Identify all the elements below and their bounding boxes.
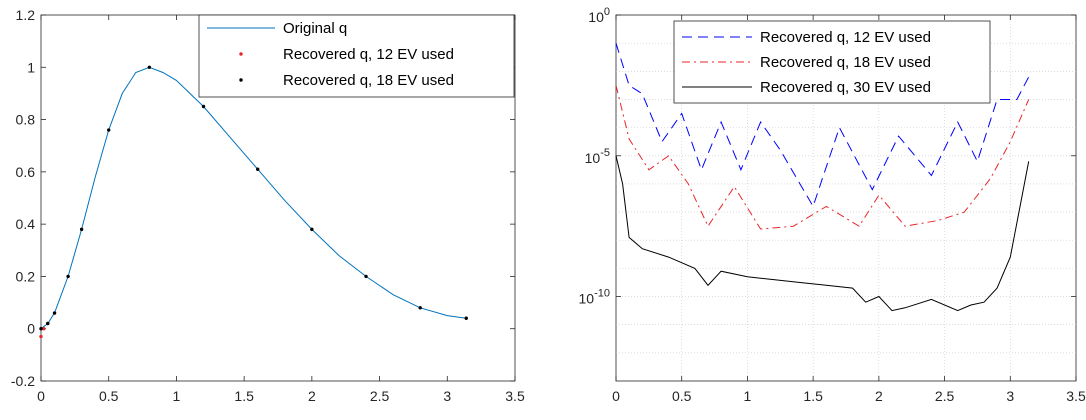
x-tick-label: 1.5 — [803, 388, 823, 404]
x-tick-label: 3.5 — [1066, 388, 1086, 404]
left-axis-ticks: 0 0.5 1 1.5 2 2.5 3 3.5-0.200.20.40.60.811.2 — [11, 7, 525, 404]
x-tick-label: 0.5 — [672, 388, 692, 404]
legend-box — [198, 14, 515, 98]
x-tick-label: 3.5 — [505, 388, 525, 404]
x-tick-label: 1.5 — [234, 388, 254, 404]
y-tick-label: 0.8 — [16, 112, 36, 128]
series-line-2 — [615, 155, 1030, 312]
series-point-1 — [39, 334, 43, 339]
legend-label-0: Recovered q, 12 EV used — [760, 29, 931, 46]
series-point-2 — [364, 274, 368, 279]
series-point-2 — [79, 227, 84, 232]
x-tick-label: 0 — [612, 388, 620, 404]
series-point-1 — [42, 327, 46, 331]
x-tick-label: 3 — [443, 388, 451, 404]
series-line-0 — [615, 43, 1030, 208]
right-series-group — [615, 43, 1030, 312]
y-tick-exponent: 0 — [604, 6, 610, 18]
series-point-2 — [66, 274, 70, 279]
y-tick-base: 10 — [579, 291, 595, 307]
series-line-original-q — [40, 66, 467, 330]
left-legend: Original q Recovered q, 12 EV used Recover… — [198, 14, 515, 98]
y-tick-label: 0.4 — [16, 216, 36, 232]
series-point-2 — [147, 65, 152, 69]
series-point-2 — [52, 311, 57, 315]
series-point-2 — [255, 167, 260, 171]
y-tick-label: 0 — [27, 321, 35, 337]
y-tick-exponent: -10 — [594, 288, 610, 300]
series-point-2 — [201, 104, 206, 109]
legend-label-2: Recovered q, 30 EV used — [760, 79, 931, 96]
x-tick-label: 1 — [173, 388, 181, 404]
legend-label-2: Recovered q, 18 EV used — [283, 72, 454, 89]
y-tick-label: 10-10 — [579, 288, 610, 307]
y-tick-label: 0.6 — [16, 164, 36, 180]
series-point-2 — [107, 128, 111, 132]
y-tick-label: 100 — [588, 6, 610, 25]
legend-marker-2 — [239, 78, 243, 82]
legend-marker-1 — [239, 52, 243, 56]
y-tick-label: 1 — [27, 59, 35, 75]
series-line-1 — [615, 85, 1030, 230]
series-point-2 — [310, 227, 314, 232]
legend-label-1: Recovered q, 18 EV used — [760, 54, 931, 71]
left-series-group — [39, 65, 468, 339]
series-point-2 — [39, 327, 43, 331]
series-point-2 — [464, 316, 468, 320]
x-tick-label: 3 — [1006, 388, 1014, 404]
right-legend: Recovered q, 12 EV used Recovered q, 18 E… — [673, 20, 991, 104]
y-tick-exponent: -5 — [600, 147, 610, 159]
x-tick-label: 2 — [875, 388, 883, 404]
series-point-2 — [418, 306, 422, 310]
y-tick-base: 10 — [585, 150, 601, 166]
x-tick-label: 2.5 — [370, 388, 390, 404]
x-tick-label: 1 — [744, 388, 752, 404]
y-tick-base: 10 — [588, 9, 604, 25]
x-tick-label: 0 — [37, 388, 45, 404]
series-point-2 — [46, 321, 50, 326]
legend-label-0: Original q — [283, 20, 347, 37]
y-tick-label: 10-5 — [585, 147, 610, 166]
y-tick-label: -0.2 — [11, 373, 35, 389]
x-tick-label: 0.5 — [99, 388, 119, 404]
legend-box — [673, 20, 991, 104]
left-axes: 0 0.5 1 1.5 2 2.5 3 3.5-0.200.20.40.60.811.2 Or… — [11, 7, 525, 404]
legend-label-1: Recovered q, 12 EV used — [283, 46, 454, 63]
y-tick-label: 0.2 — [16, 268, 36, 284]
x-tick-label: 2 — [308, 388, 316, 404]
y-tick-label: 1.2 — [16, 7, 36, 23]
x-tick-label: 2.5 — [935, 388, 955, 404]
